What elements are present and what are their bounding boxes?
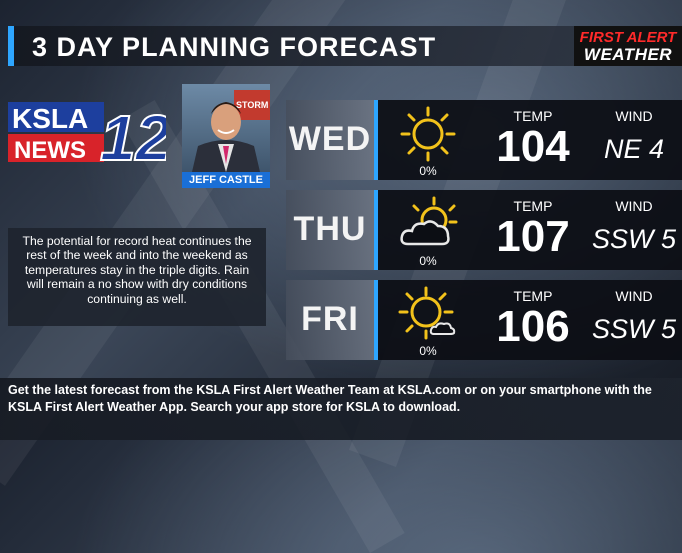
day-label: FRI	[301, 300, 359, 338]
anchor-name: JEFF CASTLE	[182, 172, 270, 188]
temp-value: 104	[496, 122, 570, 171]
title-bar: 3 DAY PLANNING FORECAST	[8, 26, 574, 66]
logo-channel: 12	[100, 102, 166, 168]
wind-value: SSW 5	[591, 314, 677, 344]
temp-label: TEMP	[513, 198, 553, 214]
day-panel: 0% TEMP 104 WIND NE 4	[378, 100, 682, 180]
day-panel: 0% TEMP 107 WIND SSW 5	[378, 190, 682, 270]
footer-text: Get the latest forecast from the KSLA Fi…	[8, 383, 652, 414]
forecast-row-thu: THU 0% TEMP 107 WIND SSW 5	[286, 190, 682, 270]
forecast-description: The potential for record heat continues …	[22, 234, 252, 306]
wind-value: SSW 5	[591, 224, 677, 254]
day-panel: 0% TEMP 106 WIND SSW 5	[378, 280, 682, 360]
mostly-sunny-icon	[398, 286, 456, 340]
precip-chance: 0%	[419, 344, 437, 358]
precip-chance: 0%	[419, 254, 437, 268]
wind-label: WIND	[615, 288, 653, 304]
day-label-box: THU	[286, 190, 378, 270]
temp-value: 106	[496, 302, 570, 351]
partly-cloudy-icon	[400, 196, 458, 246]
first-alert-weather-logo: FIRST ALERT WEATHER	[574, 26, 682, 66]
wind-label: WIND	[615, 198, 653, 214]
forecast-description-box: The potential for record heat continues …	[8, 228, 266, 326]
sunny-icon	[400, 106, 456, 162]
brand-line1: FIRST ALERT	[579, 29, 677, 46]
backdrop-text: STORM TRA	[236, 100, 270, 110]
forecast-row-fri: FRI 0% TEMP 106 WIND SSW 5	[286, 280, 682, 360]
temp-label: TEMP	[513, 288, 553, 304]
wind-label: WIND	[615, 108, 653, 124]
wind-value: NE 4	[603, 134, 665, 164]
temp-value: 107	[496, 212, 570, 261]
ksla-news-12-logo: KSLA NEWS 12	[8, 101, 166, 168]
day-label-box: WED	[286, 100, 378, 180]
page-title: 3 DAY PLANNING FORECAST	[32, 32, 437, 62]
temp-label: TEMP	[513, 108, 553, 124]
anchor-photo: STORM TRA	[182, 84, 270, 172]
anchor-portrait: STORM TRA	[192, 90, 270, 172]
day-label: THU	[293, 210, 367, 248]
logo-text-bottom: NEWS	[14, 137, 86, 164]
day-label: WED	[288, 120, 372, 158]
forecast-row-wed: WED 0% TEMP 104 WIND NE 4	[286, 100, 682, 180]
brand-line2: WEATHER	[583, 45, 673, 64]
logo-text-top: KSLA	[12, 103, 88, 134]
precip-chance: 0%	[419, 164, 437, 178]
footer-bar: Get the latest forecast from the KSLA Fi…	[0, 378, 682, 440]
day-label-box: FRI	[286, 280, 378, 360]
